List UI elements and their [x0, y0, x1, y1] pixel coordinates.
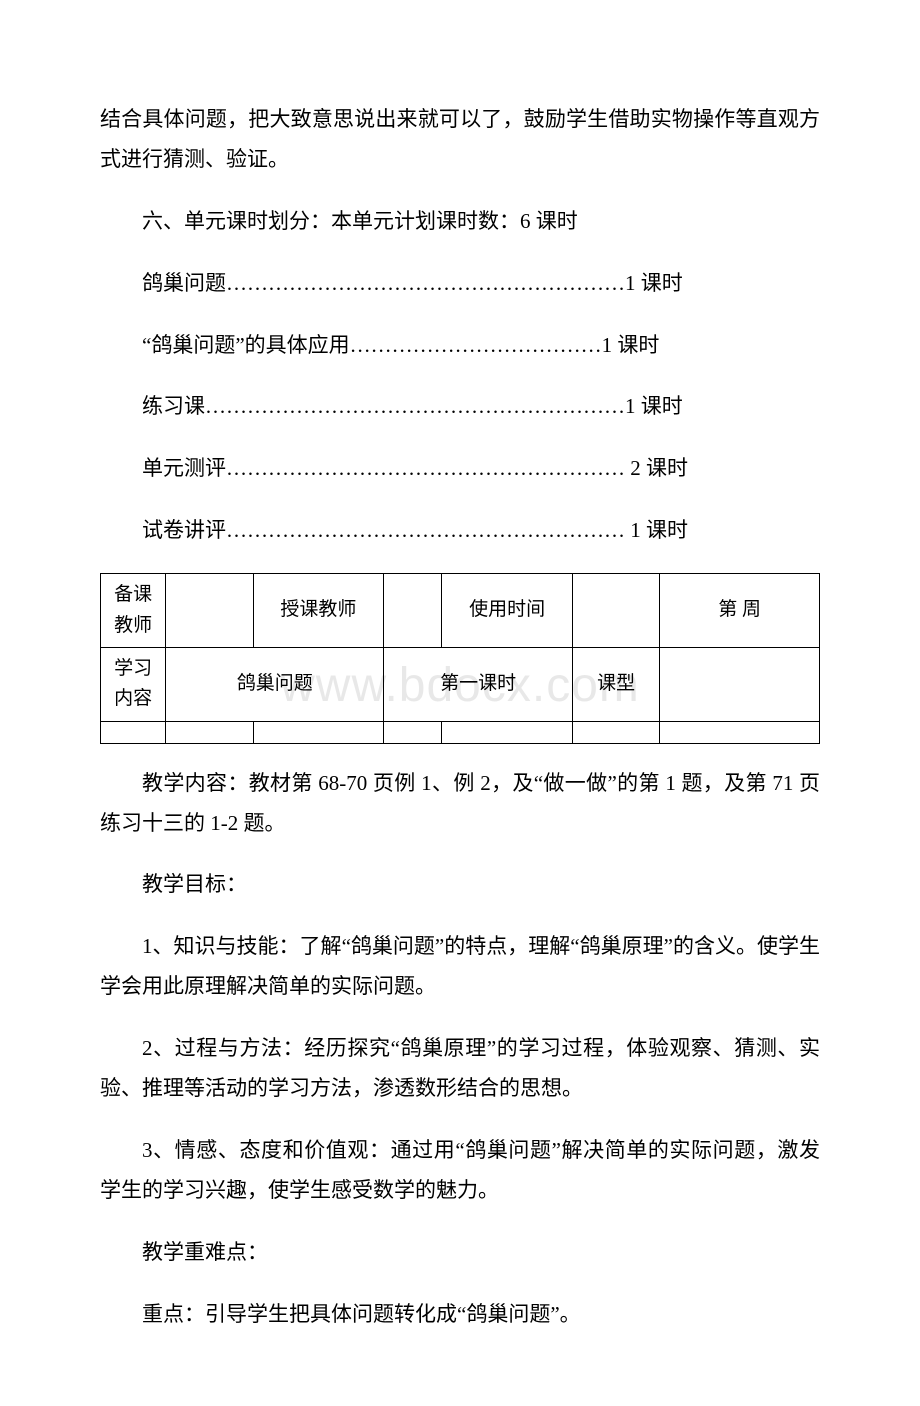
section6-heading: 六、单元课时划分：本单元计划课时数：6 课时 — [100, 202, 820, 242]
table-row: 备课教师 授课教师 使用时间 第 周 — [101, 574, 820, 648]
goals-heading: 教学目标： — [100, 865, 820, 905]
schedule-item-2: “鸽巢问题”的具体应用………………………………1 课时 — [100, 326, 820, 366]
cell-empty — [573, 721, 660, 743]
cell-empty — [384, 721, 442, 743]
cell-lesson-number: 第一课时 — [384, 647, 573, 721]
cell-prep-teacher-value — [166, 574, 253, 648]
lesson-info-table: 备课教师 授课教师 使用时间 第 周 学习内容 鸽巢问题 第一课时 课型 — [100, 573, 820, 744]
cell-empty — [253, 721, 384, 743]
cell-lesson-type-value — [660, 647, 820, 721]
goal-2: 2、过程与方法：经历探究“鸽巢原理”的学习过程，体验观察、猜测、实验、推理等活动… — [100, 1029, 820, 1109]
cell-empty — [166, 721, 253, 743]
goal-3: 3、情感、态度和价值观：通过用“鸽巢问题”解决简单的实际问题，激发学生的学习兴趣… — [100, 1131, 820, 1211]
table-row: 学习内容 鸽巢问题 第一课时 课型 — [101, 647, 820, 721]
schedule-item-3: 练习课……………………………………………………1 课时 — [100, 387, 820, 427]
cell-study-content-label: 学习内容 — [101, 647, 166, 721]
cell-study-content-value: 鸽巢问题 — [166, 647, 384, 721]
cell-empty — [101, 721, 166, 743]
table-row — [101, 721, 820, 743]
difficulty-heading: 教学重难点： — [100, 1233, 820, 1273]
goal-1: 1、知识与技能：了解“鸽巢问题”的特点，理解“鸽巢原理”的含义。使学生学会用此原… — [100, 927, 820, 1007]
cell-lesson-type-label: 课型 — [573, 647, 660, 721]
cell-prep-teacher-label: 备课教师 — [101, 574, 166, 648]
cell-empty — [660, 721, 820, 743]
cell-teach-teacher-value — [384, 574, 442, 648]
cell-teach-teacher-label: 授课教师 — [253, 574, 384, 648]
intro-paragraph: 结合具体问题，把大致意思说出来就可以了，鼓励学生借助实物操作等直观方式进行猜测、… — [100, 100, 820, 180]
cell-empty — [442, 721, 573, 743]
teaching-content: 教学内容：教材第 68-70 页例 1、例 2，及“做一做”的第 1 题，及第 … — [100, 764, 820, 844]
difficulty-item: 重点：引导学生把具体问题转化成“鸽巢问题”。 — [100, 1295, 820, 1335]
schedule-item-1: 鸽巢问题…………………………………………………1 课时 — [100, 264, 820, 304]
schedule-item-4: 单元测评………………………………………………… 2 课时 — [100, 449, 820, 489]
schedule-item-5: 试卷讲评………………………………………………… 1 课时 — [100, 511, 820, 551]
cell-use-time-label: 使用时间 — [442, 574, 573, 648]
cell-use-time-value — [573, 574, 660, 648]
cell-week: 第 周 — [660, 574, 820, 648]
